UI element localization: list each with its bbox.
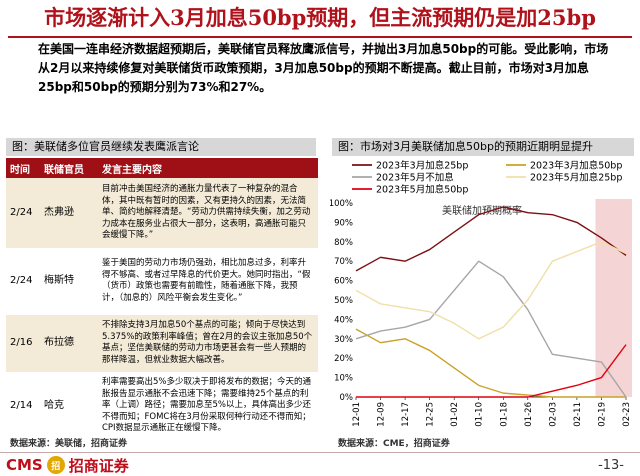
row-date: 2/24 — [6, 248, 40, 315]
row-content: 鉴于美国的劳动力市场仍强劲，相比加息过多，利率升得不够高、或者过早降息的代价更大… — [98, 248, 318, 315]
row-date: 2/16 — [6, 314, 40, 373]
title-rule — [8, 36, 632, 38]
legend-label: 2023年3月加息25bp — [376, 160, 468, 172]
legend-label: 2023年5月不加息 — [376, 172, 454, 184]
row-content: 目前冲击美国经济的通胀力量代表了一种复杂的混合体，其中既有暂时的因素，又有更持久… — [98, 178, 318, 249]
column-header-date: 时间 — [6, 158, 40, 178]
chart-annotation: 美联储加预期概率 — [442, 204, 522, 217]
y-tick-label: 40% — [334, 315, 353, 325]
series-line — [355, 241, 627, 340]
highlight-band — [595, 199, 632, 397]
y-tick-label: 30% — [334, 335, 353, 345]
right-panel-heading: 图：市场对3月美联储加息50bp的预期近期明显提升 — [332, 138, 634, 156]
y-tick-label: 0% — [340, 393, 354, 403]
row-content: 利率需要高出5%多少取决于即将发布的数据；今天的通胀报告显示通胀不会迅速下降；需… — [98, 372, 318, 441]
brand-logo: CMS 招 招商证券 — [6, 456, 129, 475]
right-source: 数据来源：CME，招商证券 — [338, 439, 450, 449]
row-date: 2/14 — [6, 372, 40, 441]
y-tick-label: 100% — [330, 199, 353, 209]
x-tick-label: 02-03 — [548, 402, 558, 427]
intro-paragraph: 在美国一连串经济数据超预期后，美联储官员释放鹰派信号，并抛出3月加息50bp的可… — [38, 42, 609, 94]
table-row: 2/14 哈克 利率需要高出5%多少取决于即将发布的数据；今天的通胀报告显示通胀… — [6, 372, 318, 441]
x-tick-label: 02-11 — [573, 402, 583, 427]
legend-label: 2023年5月加息50bp — [376, 184, 468, 196]
table-row: 2/16 布拉德 不排除支持3月加息50个基点的可能；倾向于尽快达到5.375%… — [6, 314, 318, 373]
x-tick-label: 01-18 — [499, 402, 509, 427]
y-tick-label: 50% — [334, 296, 353, 306]
page-title: 市场逐渐计入3月加息50bp预期，但主流预期仍是加25bp — [44, 5, 596, 30]
column-header-content: 发言主要内容 — [98, 158, 318, 178]
row-official: 梅斯特 — [40, 248, 98, 315]
x-tick-label: 12-25 — [426, 402, 436, 427]
x-tick-label: 02-23 — [622, 402, 632, 427]
officials-table: 时间 联储官员 发言主要内容 2/24 杰弗逊 目前冲击美国经济的通胀力量代表了… — [6, 158, 318, 441]
page-number: -13- — [598, 458, 624, 473]
x-tick-label: 01-10 — [475, 402, 485, 427]
table-row: 2/24 杰弗逊 目前冲击美国经济的通胀力量代表了一种复杂的混合体，其中既有暂时… — [6, 178, 318, 249]
legend-label: 2023年5月加息25bp — [530, 172, 622, 184]
x-tick-label: 12-17 — [401, 402, 411, 427]
x-tick-label: 01-02 — [450, 402, 460, 427]
brand-cn: 招商证券 — [68, 456, 129, 475]
x-tick-label: 01-26 — [524, 402, 534, 427]
x-tick-label: 02-19 — [597, 402, 607, 427]
y-tick-label: 20% — [334, 354, 353, 364]
y-tick-label: 10% — [334, 374, 353, 384]
row-date: 2/24 — [6, 178, 40, 249]
table-row: 2/24 梅斯特 鉴于美国的劳动力市场仍强劲，相比加息过多，利率升得不够高、或者… — [6, 248, 318, 315]
series-line — [355, 260, 627, 398]
footer-divider — [0, 452, 640, 453]
left-panel-heading: 图：美联储多位官员继续发表鹰派言论 — [6, 138, 316, 156]
row-official: 哈克 — [40, 372, 98, 441]
rate-expectation-chart: 0% 10% 20% 30% 40% 50% 60% 70% 80% 90% 100% 12-01 12… — [330, 160, 632, 427]
brand-en: CMS — [6, 456, 43, 474]
x-tick-label: 12-01 — [352, 402, 362, 427]
left-source: 数据来源：美联储，招商证券 — [10, 439, 128, 449]
brand-badge-icon: 招 — [46, 456, 65, 474]
row-content: 不排除支持3月加息50个基点的可能；倾向于尽快达到5.375%的政策利率峰值；曾… — [98, 314, 318, 373]
x-tick-label: 12-09 — [377, 402, 387, 427]
series-line — [355, 328, 626, 398]
column-header-official: 联储官员 — [40, 158, 98, 178]
y-tick-label: 60% — [334, 277, 353, 287]
y-tick-label: 80% — [334, 238, 353, 248]
y-tick-label: 70% — [334, 257, 353, 267]
row-official: 布拉德 — [40, 314, 98, 373]
legend-label: 2023年3月加息50bp — [530, 160, 622, 172]
series-line — [356, 344, 627, 398]
series-line — [355, 206, 627, 272]
row-official: 杰弗逊 — [40, 178, 98, 249]
y-tick-label: 90% — [334, 218, 353, 228]
table-header-row: 时间 联储官员 发言主要内容 — [6, 158, 318, 178]
